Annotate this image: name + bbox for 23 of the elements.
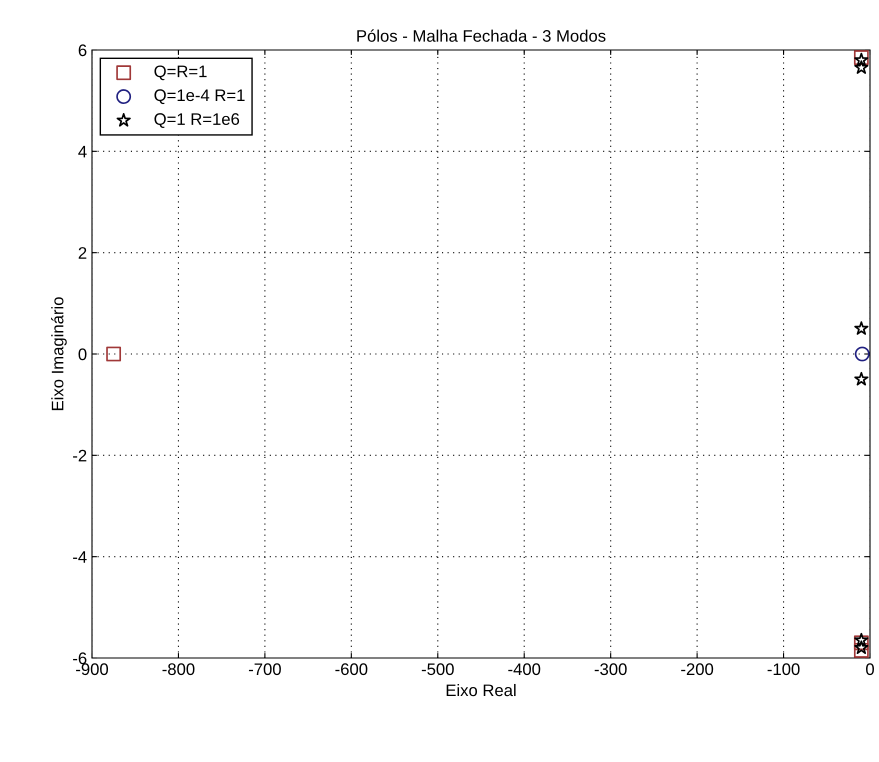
y-tick-label: 2 [78, 247, 86, 259]
x-tick-label: -800 [162, 663, 194, 676]
y-tick-label: 4 [78, 146, 87, 158]
legend-label: Q=1e-4 R=1 [154, 89, 245, 104]
x-tick-label: -400 [508, 663, 540, 676]
x-tick-label: -200 [681, 663, 714, 676]
chart-title: Pólos - Malha Fechada - 3 Modos [357, 29, 606, 42]
y-tick-label: 0 [78, 348, 86, 360]
x-tick-label: -500 [422, 663, 454, 676]
x-tick-label: -100 [768, 663, 800, 676]
legend-label: Q=R=1 [154, 65, 207, 80]
x-tick-label: 0 [866, 663, 874, 676]
y-tick-label: -4 [73, 551, 87, 563]
y-axis-title: Eixo Imaginário [51, 297, 67, 410]
x-tick-label: -600 [335, 663, 368, 676]
y-tick-label: 6 [78, 44, 86, 56]
x-axis-title: Eixo Real [446, 684, 516, 696]
legend-label: Q=1 R=1e6 [154, 113, 240, 128]
x-tick-label: -900 [76, 663, 108, 676]
x-tick-label: -300 [594, 663, 627, 676]
y-tick-label: -2 [73, 450, 86, 462]
y-tick-label: -6 [73, 652, 86, 664]
x-tick-label: -700 [248, 663, 281, 676]
